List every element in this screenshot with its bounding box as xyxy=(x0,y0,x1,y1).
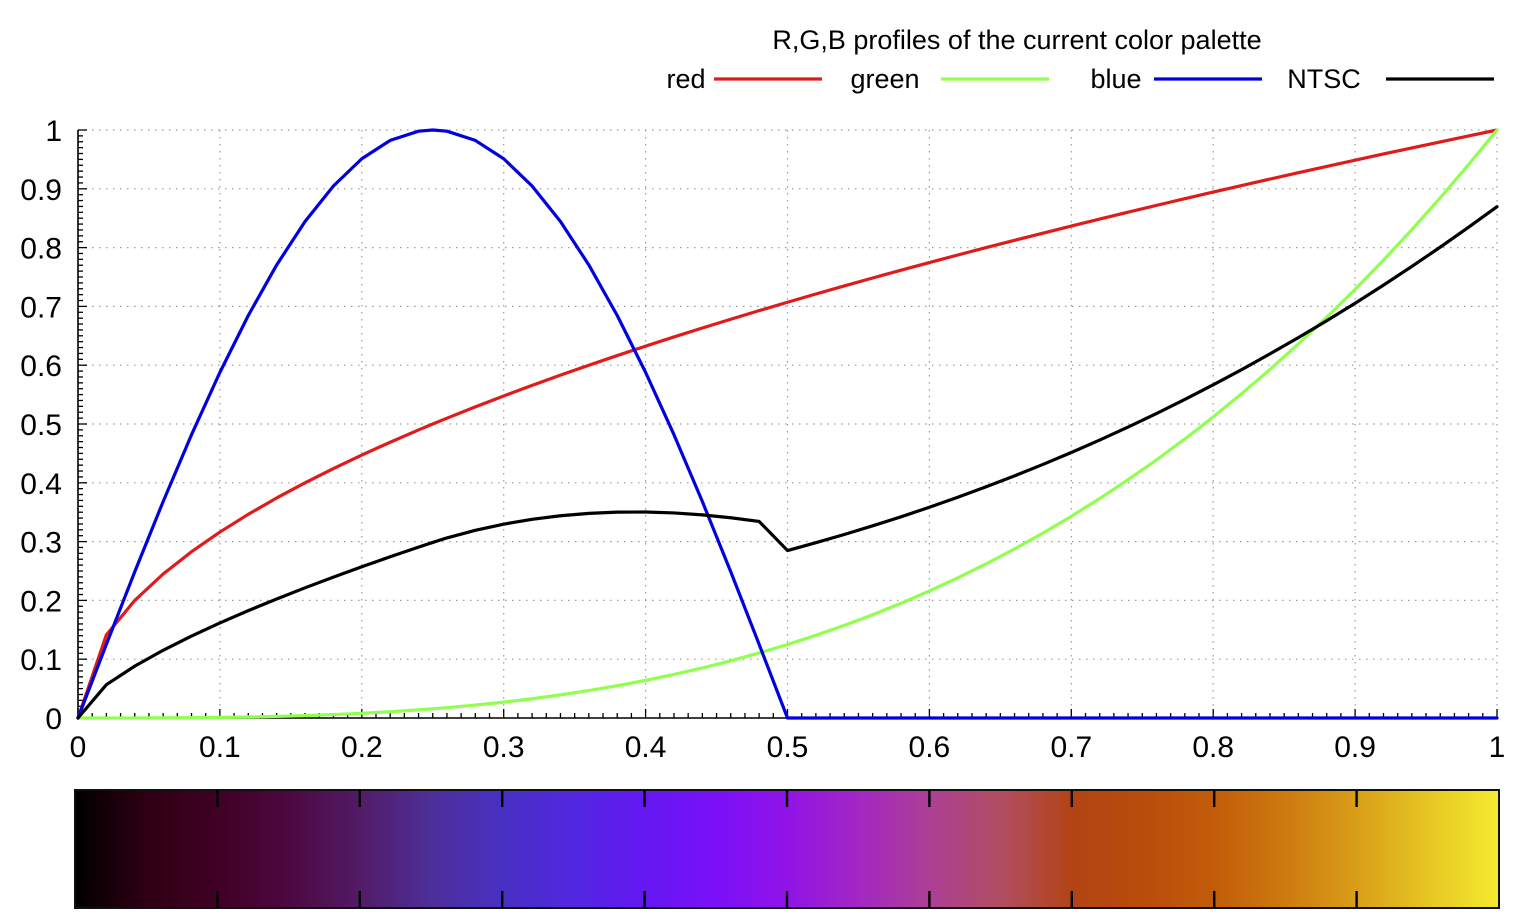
curve-ntsc xyxy=(76,205,1499,720)
legend-label-ntsc: NTSC xyxy=(1287,64,1361,94)
x-tick-label: 0.5 xyxy=(767,731,809,764)
x-tick-label: 0.7 xyxy=(1050,731,1092,764)
data-curves xyxy=(76,128,1499,720)
y-tick-label: 0.8 xyxy=(20,233,62,266)
legend-label-blue: blue xyxy=(1090,64,1141,94)
y-tick-label: 0.3 xyxy=(20,527,62,560)
palette-colorbar xyxy=(74,789,1500,909)
curve-green xyxy=(76,128,1499,720)
y-tick-label: 1 xyxy=(45,115,62,148)
legend: red green blue NTSC xyxy=(666,64,1494,94)
x-tick-label: 0.9 xyxy=(1334,731,1376,764)
y-tick-label: 0.4 xyxy=(20,468,62,501)
y-axis-tick-labels: 0 0.1 0.2 0.3 0.4 0.5 0.6 0.7 0.8 0.9 1 xyxy=(20,115,62,736)
legend-label-red: red xyxy=(666,64,705,94)
x-axis-tick-labels: 0 0.1 0.2 0.3 0.4 0.5 0.6 0.7 0.8 0.9 1 xyxy=(70,731,1506,764)
chart-title: R,G,B profiles of the current color pale… xyxy=(772,25,1261,55)
legend-label-green: green xyxy=(850,64,919,94)
x-tick-label: 0.1 xyxy=(199,731,241,764)
y-tick-label: 0.2 xyxy=(20,585,62,618)
colorbar-ticks xyxy=(216,790,1358,908)
curve-red xyxy=(76,128,1499,720)
y-tick-label: 0.7 xyxy=(20,291,62,324)
x-tick-label: 0.8 xyxy=(1192,731,1234,764)
x-tick-label: 0 xyxy=(70,731,87,764)
x-tick-label: 0.4 xyxy=(625,731,667,764)
y-tick-label: 0.5 xyxy=(20,409,62,442)
x-tick-label: 0.2 xyxy=(341,731,383,764)
x-tick-label: 0.3 xyxy=(483,731,525,764)
x-tick-label: 1 xyxy=(1489,731,1506,764)
x-tick-label: 0.6 xyxy=(909,731,951,764)
y-tick-label: 0 xyxy=(45,703,62,736)
colorbar-gradient xyxy=(75,790,1499,908)
y-tick-label: 0.6 xyxy=(20,350,62,383)
curve-blue xyxy=(76,128,1499,720)
y-tick-label: 0.9 xyxy=(20,174,62,207)
y-tick-label: 0.1 xyxy=(20,644,62,677)
